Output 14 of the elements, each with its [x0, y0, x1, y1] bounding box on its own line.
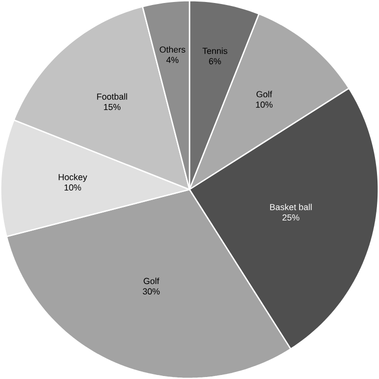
data-label: 4%	[166, 56, 178, 63]
slice-label: Basket ball	[270, 204, 312, 210]
data-label: 15%	[104, 104, 120, 110]
slice-label: Golf	[144, 278, 160, 284]
slice-label: Hockey	[58, 174, 88, 182]
data-label: 10%	[256, 102, 273, 108]
slice-label: Tennis	[202, 48, 228, 54]
slice-label: Football	[97, 93, 128, 100]
data-label: 10%	[64, 184, 82, 191]
slice-label: Others	[160, 46, 186, 53]
data-label: 30%	[142, 288, 160, 294]
data-label: 25%	[282, 214, 300, 221]
data-label: 6%	[209, 58, 221, 64]
slice-label: Golf	[256, 90, 272, 98]
